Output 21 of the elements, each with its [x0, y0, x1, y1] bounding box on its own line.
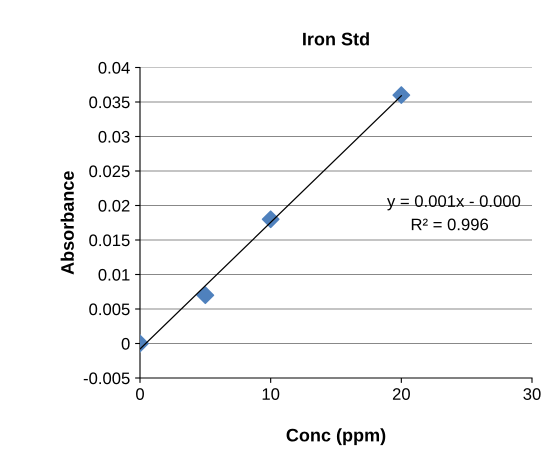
y-tick-label: 0.04 — [98, 62, 130, 74]
y-axis-title: Absorbance — [60, 171, 74, 274]
point — [392, 86, 410, 104]
y-tick-label: 0.025 — [89, 165, 130, 178]
x-tick-label: 10 — [262, 388, 280, 400]
x-tick-label: 0 — [136, 388, 144, 400]
point — [196, 286, 214, 304]
x-tick-label: 30 — [523, 388, 541, 400]
y-tick-label: 0.03 — [98, 130, 130, 143]
y-tick-label: 0.005 — [89, 303, 130, 316]
x-axis-title: Conc (ppm) — [286, 428, 386, 446]
x-tick-label: 20 — [392, 388, 410, 400]
y-tick-label: 0.035 — [89, 96, 130, 108]
y-tick-label: 0 — [122, 338, 130, 350]
y-tick-label: -0.005 — [84, 372, 130, 384]
y-tick-label: 0.015 — [89, 234, 130, 246]
annotation: y = 0.001x - 0.000 — [387, 195, 520, 210]
y-tick-label: 0.02 — [98, 200, 130, 212]
chart-title: Iron Std — [303, 32, 369, 46]
annotation: R² = 0.996 — [412, 218, 488, 230]
y-tick-label: 0.01 — [98, 268, 130, 281]
